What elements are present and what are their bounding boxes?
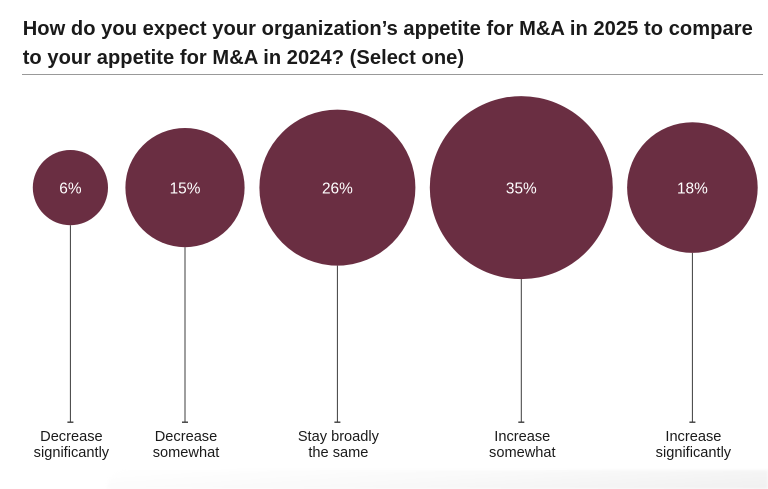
svg-text:6%: 6% — [59, 180, 82, 197]
svg-text:26%: 26% — [322, 180, 353, 197]
svg-text:35%: 35% — [506, 180, 537, 197]
svg-text:18%: 18% — [677, 180, 708, 197]
svg-text:15%: 15% — [170, 180, 201, 197]
